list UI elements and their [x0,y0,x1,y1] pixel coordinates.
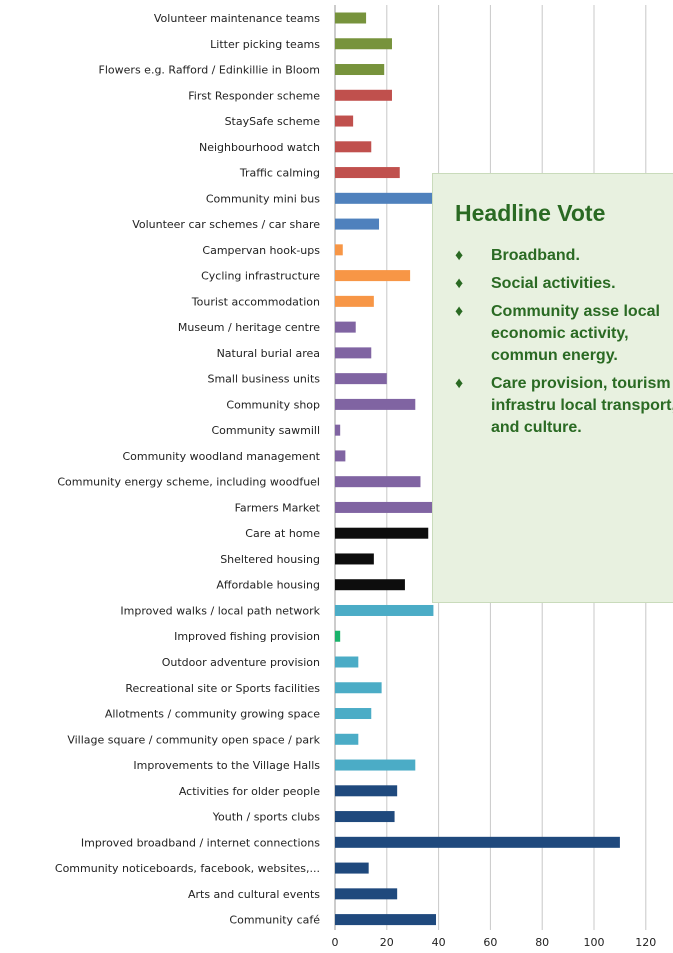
diamond-bullet-icon: ♦ [455,375,464,392]
headline-item: ♦ Care provision, tourism infrastru loca… [455,373,673,439]
bar [335,682,382,694]
bar [335,141,372,153]
headline-item-text: Community asse local economic activity, … [491,303,660,364]
x-tick-label: 120 [635,936,656,949]
headline-item-text: Social activities. [491,275,616,292]
bar [335,862,369,874]
category-label: Community café [229,914,320,927]
category-label: Natural burial area [217,347,320,360]
category-label: Litter picking teams [210,38,320,51]
bar [335,501,434,513]
category-label: Activities for older people [179,785,320,798]
category-label: Tourist accommodation [191,295,320,308]
category-label: Volunteer car schemes / car share [132,218,320,231]
bar [335,656,359,668]
category-label: Improved broadband / internet connection… [81,836,320,849]
bar [335,244,343,256]
category-label: Care at home [245,527,320,540]
category-label: Sheltered housing [220,553,320,566]
category-label: Museum / heritage centre [178,321,320,334]
category-label: Improved fishing provision [174,630,320,643]
bar [335,398,416,410]
headline-title: Headline Vote [455,200,606,226]
bar [335,888,398,900]
category-label: Small business units [207,373,320,386]
category-label: Cycling infrastructure [201,270,320,283]
bar [335,527,429,539]
bar [335,373,387,385]
bar [335,270,411,282]
category-label: Community woodland management [122,450,320,463]
bar [335,167,400,179]
bar [335,38,392,50]
bar [335,785,398,797]
category-label: Neighbourhood watch [199,141,320,154]
bar [335,759,416,771]
x-tick-label: 20 [380,936,394,949]
category-label: Community energy scheme, including woodf… [57,476,320,489]
bar [335,811,395,823]
category-label: Community noticeboards, facebook, websit… [55,862,320,875]
category-label: Community sawmill [211,424,320,437]
bar [335,347,372,359]
diamond-bullet-icon: ♦ [455,303,464,320]
bar [335,64,385,76]
bar [335,733,359,745]
chart-bars [335,12,620,926]
x-tick-label: 0 [332,936,339,949]
x-tick-label: 40 [432,936,446,949]
category-label: Improved walks / local path network [120,604,320,617]
bar [335,708,372,720]
bar [335,321,356,333]
bar [335,604,434,616]
bar [335,450,346,462]
bar [335,553,374,565]
bar [335,424,341,436]
category-label: Volunteer maintenance teams [154,12,320,25]
category-label: Traffic calming [239,167,320,180]
x-tick-label: 60 [483,936,497,949]
category-label: Campervan hook-ups [202,244,320,257]
bar [335,115,354,127]
category-label: Youth / sports clubs [212,811,321,824]
diamond-bullet-icon: ♦ [455,247,464,264]
bar [335,630,341,642]
category-label: Community mini bus [206,192,320,205]
category-label: Village square / community open space / … [67,733,320,746]
headline-item: ♦ Community asse local economic activity… [455,301,673,367]
headline-item: ♦ Social activities. [455,273,673,295]
category-label: Outdoor adventure provision [162,656,320,669]
category-label: Allotments / community growing space [105,708,320,721]
bar [335,476,421,488]
category-label: Recreational site or Sports facilities [125,682,320,695]
category-label: First Responder scheme [188,89,320,102]
bar [335,12,367,24]
headline-item: ♦ Broadband. [455,245,673,267]
category-label: Arts and cultural events [188,888,320,901]
headline-vote-panel: Headline Vote ♦ Broadband. ♦ Social acti… [432,173,673,603]
bar [335,914,437,926]
bar [335,295,374,307]
bar [335,218,380,230]
bar [335,192,434,204]
bar [335,836,620,848]
bar [335,579,405,591]
x-axis-tick-labels: 0 20 40 60 80 100 120 [332,936,657,949]
category-label: Improvements to the Village Halls [133,759,320,772]
category-labels: Volunteer maintenance teams Litter pickin… [55,12,321,927]
x-tick-label: 80 [535,936,549,949]
category-label: Community shop [226,398,320,411]
category-label: Farmers Market [235,501,321,514]
bar [335,89,392,101]
category-label: Flowers e.g. Rafford / Edinkillie in Blo… [99,64,320,77]
category-label: Affordable housing [216,579,320,592]
headline-item-text: Care provision, tourism infrastru local … [491,375,673,436]
category-label: StaySafe scheme [225,115,321,128]
x-tick-label: 100 [584,936,605,949]
headline-list: ♦ Broadband. ♦ Social activities. ♦ Comm… [455,245,673,439]
headline-item-text: Broadband. [491,247,580,264]
diamond-bullet-icon: ♦ [455,275,464,292]
